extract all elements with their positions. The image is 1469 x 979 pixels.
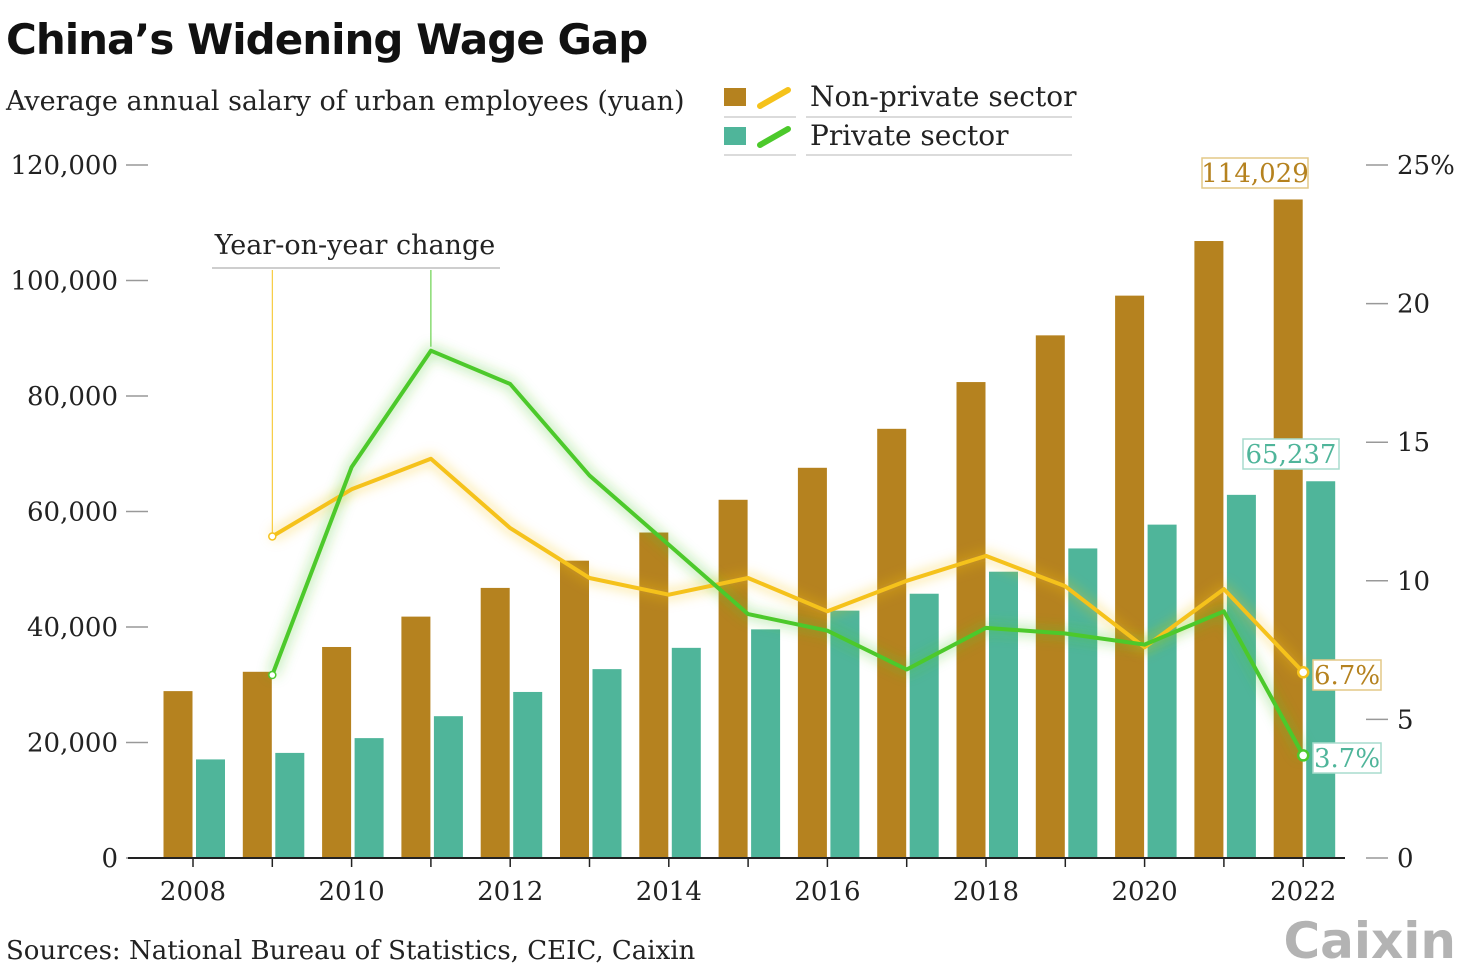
chart-subtitle: Average annual salary of urban employees… — [5, 86, 685, 117]
legend-swatch-private-bar — [724, 127, 746, 145]
bar-nonprivate — [797, 467, 827, 858]
bar-nonprivate — [560, 560, 589, 858]
right-tick-label: 5 — [1397, 705, 1414, 735]
bar-nonprivate — [639, 532, 669, 858]
caixin-logo: Caixin — [1283, 912, 1456, 970]
x-tick-label: 2018 — [953, 877, 1019, 907]
line-private — [270, 348, 1306, 758]
x-tick-label: 2016 — [794, 877, 860, 907]
bar-private — [275, 752, 305, 858]
bar-nonprivate — [1194, 241, 1224, 858]
left-y-axis: 0 20,000 40,000 60,000 80,000 100,000 120,000 — [10, 151, 148, 874]
label-114029: 114,029 — [1201, 159, 1309, 189]
label-3-7-pct: 3.7% — [1314, 744, 1380, 774]
line-layer — [267, 345, 1310, 762]
left-tick-label: 80,000 — [27, 382, 118, 412]
bar-nonprivate — [401, 616, 431, 858]
bar-private — [989, 571, 1018, 858]
callout-nonprivate-bar: 114,029 — [1201, 157, 1309, 189]
bar-nonprivate — [1115, 295, 1145, 859]
line-end-point — [1296, 749, 1310, 762]
x-axis: 2008 2010 2012 2014 2016 2018 2020 2022 — [128, 857, 1345, 907]
bar-nonprivate — [956, 382, 986, 858]
bar-private — [592, 669, 622, 858]
bar-nonprivate — [1035, 335, 1065, 859]
bar-nonprivate — [163, 691, 193, 858]
right-tick-label: 25% — [1397, 151, 1455, 181]
x-tick-label: 2010 — [319, 877, 385, 907]
left-tick-label: 60,000 — [27, 498, 118, 528]
bar-layer — [163, 199, 1336, 859]
bar-private — [1147, 524, 1177, 858]
yoy-label: Year-on-year change — [214, 230, 495, 261]
line-start-point — [268, 532, 277, 541]
legend: Non-private sector Private sector — [724, 80, 1077, 156]
x-tick-label: 2020 — [1112, 877, 1178, 907]
bar-nonprivate — [877, 428, 907, 858]
callout-nonprivate-pct: 6.7% — [1312, 659, 1382, 691]
left-tick-label: 120,000 — [10, 151, 118, 181]
label-65237: 65,237 — [1246, 440, 1337, 470]
legend-swatch-private-line — [757, 126, 791, 148]
right-tick-label: 20 — [1397, 290, 1430, 320]
legend-swatch-nonprivate-bar — [724, 88, 746, 106]
label-6-7-pct: 6.7% — [1314, 661, 1380, 691]
bar-nonprivate — [718, 499, 748, 858]
bar-nonprivate — [480, 587, 510, 858]
bar-private — [513, 691, 543, 858]
bar-private — [671, 647, 701, 858]
left-tick-label: 100,000 — [10, 267, 118, 297]
bar-private — [751, 629, 781, 858]
right-tick-label: 15 — [1397, 428, 1430, 458]
legend-label-private: Private sector — [810, 119, 1009, 152]
callout-private-pct: 3.7% — [1312, 742, 1382, 774]
left-tick-label: 20,000 — [27, 729, 118, 759]
bar-private — [354, 738, 384, 858]
bar-private — [909, 593, 939, 858]
line-start-point — [268, 670, 277, 680]
x-tick-label: 2012 — [477, 877, 543, 907]
right-tick-label: 0 — [1397, 844, 1414, 874]
legend-label-nonprivate: Non-private sector — [810, 80, 1077, 113]
bar-nonprivate — [322, 646, 352, 858]
x-tick-label: 2022 — [1270, 877, 1336, 907]
right-y-axis: 0 5 10 15 20 25% — [1366, 151, 1455, 874]
bar-private — [196, 759, 225, 858]
line-nonprivate — [270, 456, 1306, 675]
bar-private — [830, 610, 860, 858]
bar-private — [433, 716, 463, 858]
callout-private-bar: 65,237 — [1242, 438, 1340, 470]
chart-title: China’s Widening Wage Gap — [6, 15, 647, 64]
left-tick-label: 40,000 — [27, 613, 118, 643]
bar-private — [1226, 494, 1256, 858]
legend-swatch-nonprivate-line — [757, 87, 791, 109]
source-note: Sources: National Bureau of Statistics, … — [6, 936, 696, 966]
bar-nonprivate — [242, 671, 272, 858]
x-tick-label: 2014 — [636, 877, 702, 907]
line-end-point — [1296, 666, 1310, 679]
x-tick-label: 2008 — [160, 877, 226, 907]
left-tick-label: 0 — [101, 844, 118, 874]
yoy-annotation: Year-on-year change — [212, 230, 500, 533]
right-tick-label: 10 — [1397, 567, 1430, 597]
